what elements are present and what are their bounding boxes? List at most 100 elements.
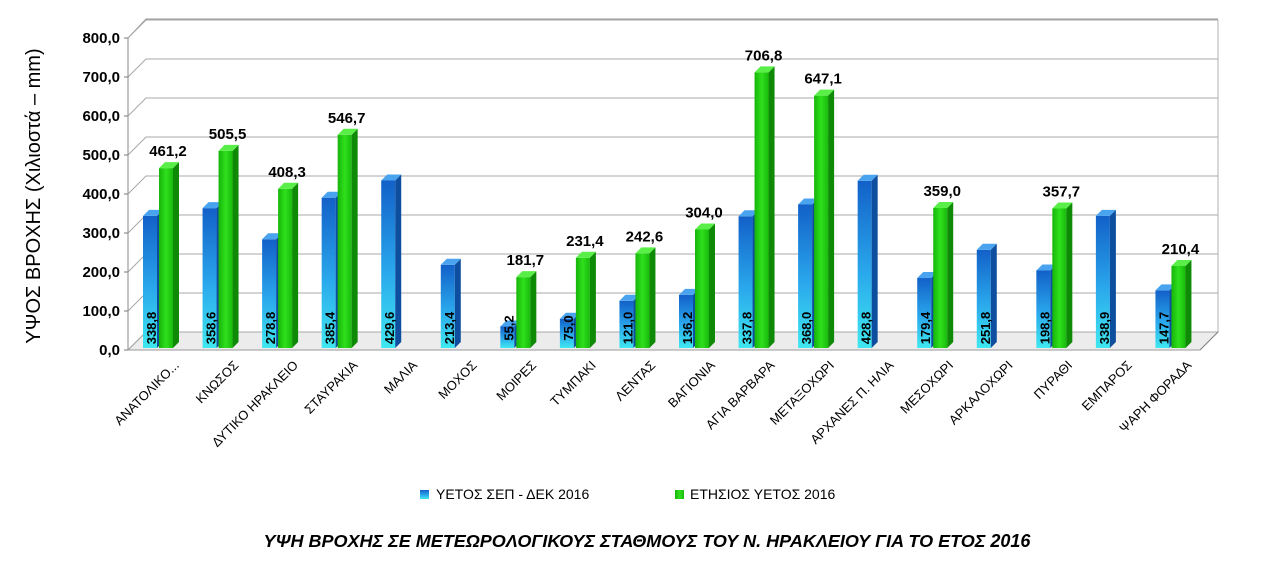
bar-side <box>1109 209 1116 348</box>
gridline <box>127 58 1218 78</box>
bar-sep-dec <box>500 326 515 348</box>
bar-top <box>381 174 402 181</box>
data-label-sep-dec: 338,9 <box>1097 312 1112 345</box>
bar-top <box>559 312 580 319</box>
bar-top <box>917 272 938 279</box>
data-label-sep-dec: 338,8 <box>144 312 159 345</box>
bar-side <box>395 174 402 348</box>
bar-side <box>589 251 596 348</box>
bar-top <box>1155 284 1176 291</box>
gridline <box>127 97 1218 117</box>
data-label-sep-dec: 428,8 <box>859 312 874 345</box>
data-label-sep-dec: 251,8 <box>978 312 993 345</box>
data-label-annual: 546,7 <box>328 110 366 127</box>
x-category-label: ΠΥΡΑΘΙ <box>1031 358 1075 402</box>
bar-annual <box>516 277 531 348</box>
x-category-label: ΑΝΑΤΟΛΙΚΟ... <box>111 358 182 429</box>
bar-top <box>1171 259 1192 266</box>
chart-title: ΥΨΗ ΒΡΟΧΗΣ ΣΕ ΜΕΤΕΩΡΟΛΟΓΙΚΟΥΣ ΣΤΑΘΜΟΥΣ Τ… <box>264 531 1032 551</box>
bar-side <box>351 128 358 348</box>
bar-top <box>814 89 835 96</box>
data-label-sep-dec: 121,0 <box>620 312 635 345</box>
bar-side <box>292 182 299 348</box>
bar-sep-dec <box>559 318 574 348</box>
bar-side <box>990 243 997 348</box>
data-label-sep-dec: 213,4 <box>442 311 457 344</box>
bar-top <box>218 144 239 151</box>
data-label-annual: 357,7 <box>1043 183 1081 200</box>
legend-swatch-annual <box>675 490 684 499</box>
y-axis-title: ΥΨΟΣ ΒΡΟΧΗΣ (Χιλιοστά – mm) <box>23 48 45 343</box>
gridline <box>127 136 1218 156</box>
data-label-annual: 181,7 <box>507 252 545 269</box>
data-label-annual: 304,0 <box>685 204 723 221</box>
bar-top <box>1095 209 1116 216</box>
bar-sep-dec <box>262 239 277 348</box>
bar-side <box>530 271 537 348</box>
bar-top <box>1036 264 1057 271</box>
bar-top <box>857 174 878 181</box>
bar-top <box>278 182 299 189</box>
bar-sep-dec <box>143 215 157 348</box>
x-category-label: ΕΜΠΑΡΟΣ <box>1079 358 1135 414</box>
bar-annual <box>218 150 233 348</box>
bar-sep-dec <box>857 180 872 348</box>
y-tick-label: 500,0 <box>82 147 120 164</box>
bar-annual <box>278 188 293 348</box>
bar-side <box>649 247 656 348</box>
x-category-label: ΣΤΑΥΡΑΚΙΑ <box>301 357 360 416</box>
bar-top <box>143 209 163 216</box>
data-label-sep-dec: 75,0 <box>561 315 576 340</box>
bar-top <box>635 247 656 254</box>
data-label-annual: 647,1 <box>804 71 842 88</box>
x-category-label: ΜΑΛΙΑ <box>381 357 420 396</box>
bar-top <box>202 202 223 209</box>
data-label-sep-dec: 179,4 <box>918 311 933 344</box>
data-label-sep-dec: 385,4 <box>323 311 338 344</box>
x-category-label: ΤΥΜΠΑΚΙ <box>547 358 598 409</box>
bar-side <box>232 144 239 348</box>
y-tick-label: 700,0 <box>82 69 120 86</box>
bar-side <box>173 162 179 348</box>
bar-top <box>619 294 640 301</box>
data-label-sep-dec: 55,2 <box>501 315 516 340</box>
bar-annual <box>159 168 173 348</box>
bar-top <box>516 271 537 278</box>
bar-sep-dec <box>738 216 753 348</box>
gridline <box>127 175 1218 195</box>
data-label-annual: 359,0 <box>923 183 961 200</box>
bar-sep-dec <box>321 197 336 348</box>
bar-sep-dec <box>381 180 396 348</box>
bar-side <box>768 66 775 349</box>
bar-annual <box>933 207 948 348</box>
bar-side <box>947 201 954 348</box>
bar-annual <box>754 72 769 349</box>
bar-side <box>828 89 835 349</box>
y-tick-label: 600,0 <box>82 108 120 125</box>
data-label-sep-dec: 337,8 <box>740 312 755 345</box>
data-label-sep-dec: 358,6 <box>204 312 219 345</box>
bar-annual <box>1171 265 1186 348</box>
bar-side <box>1185 259 1192 348</box>
data-label-sep-dec: 278,8 <box>263 312 278 345</box>
data-label-sep-dec: 368,0 <box>799 312 814 345</box>
y-tick-label: 100,0 <box>82 303 120 320</box>
bar-top <box>695 223 715 230</box>
bar-annual <box>1052 208 1067 348</box>
data-label-annual: 242,6 <box>626 228 664 245</box>
bar-top <box>798 198 819 205</box>
bar-side <box>454 258 461 348</box>
bar-sep-dec <box>440 264 455 348</box>
bar-top <box>754 66 775 73</box>
legend-label-sep-dec: ΥΕΤΟΣ ΣΕΠ - ΔΕΚ 2016 <box>436 486 589 502</box>
y-tick-label: 200,0 <box>82 264 120 281</box>
data-label-sep-dec: 429,6 <box>382 312 397 345</box>
bar-sep-dec <box>1155 290 1170 348</box>
legend-swatch-sep-dec <box>420 490 429 499</box>
bar-annual <box>814 95 829 348</box>
y-tick-label: 800,0 <box>82 30 120 47</box>
bar-side <box>871 174 878 348</box>
bar-top <box>500 320 521 327</box>
